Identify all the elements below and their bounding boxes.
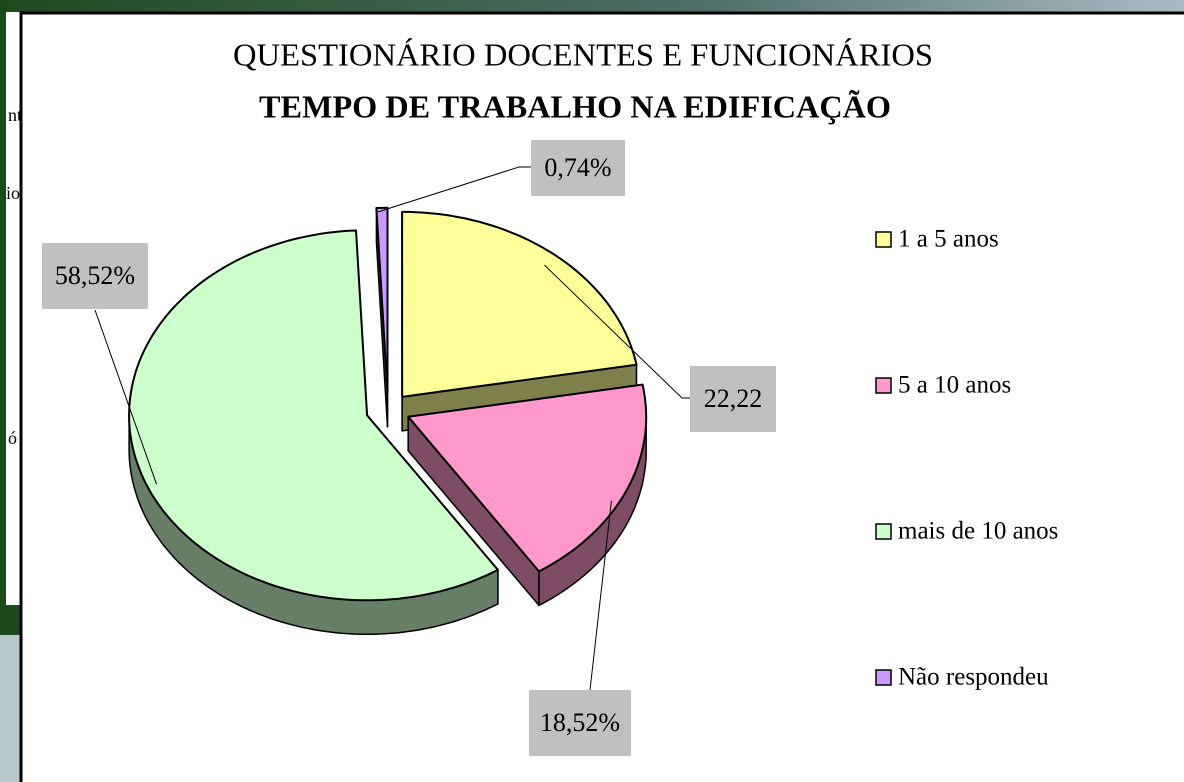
- pie-slice-top: [128, 229, 499, 602]
- background-texture: [0, 605, 22, 782]
- legend-label: mais de 10 anos: [898, 518, 1058, 545]
- legend-swatch: [875, 523, 892, 540]
- data-label: 0,74%: [544, 153, 611, 182]
- legend-label: 5 a 10 anos: [898, 372, 1011, 399]
- data-label-box: [531, 140, 625, 196]
- window-frame-corner: [0, 605, 22, 635]
- data-label-box: [690, 366, 776, 432]
- data-label: 58,52%: [55, 261, 135, 290]
- pie-slice: [375, 206, 389, 428]
- leader-line: [589, 500, 612, 691]
- leader-line: [94, 309, 158, 485]
- background-fragment: ó: [8, 428, 17, 448]
- chart-subtitle: TEMPO DE TRABALHO NA EDIFICAÇÃO: [259, 88, 891, 124]
- leader-line: [544, 264, 690, 399]
- data-labels: 22,22 18,52% 58,52% 0,74%: [42, 140, 776, 756]
- window-frame-left: [0, 0, 6, 610]
- chart-title: QUESTIONÁRIO DOCENTES E FUNCIONÁRIOS: [233, 36, 933, 72]
- data-label-box: [529, 690, 631, 756]
- pie-slice-top: [375, 206, 389, 394]
- pie-slice-top: [401, 210, 638, 398]
- pie-slice: [401, 210, 638, 432]
- data-label-box: [42, 243, 148, 309]
- legend-label: Não respondeu: [898, 664, 1049, 691]
- background-fragment: nt: [8, 105, 22, 125]
- data-label: 18,52%: [540, 708, 620, 737]
- legend-label: 1 a 5 anos: [898, 226, 999, 253]
- data-label: 22,22: [704, 384, 763, 413]
- pie: [128, 206, 648, 636]
- pie-slice-top: [407, 383, 648, 573]
- pie-slice: [407, 383, 648, 607]
- window-frame: [0, 0, 1184, 12]
- legend: 1 a 5 anos 5 a 10 anos mais de 10 anos Não …: [875, 226, 1058, 691]
- legend-swatch: [875, 231, 892, 248]
- legend-swatch: [875, 377, 892, 394]
- pie-slice: [128, 229, 499, 636]
- legend-swatch: [875, 669, 892, 686]
- background-fragment: io: [6, 183, 20, 203]
- leader-line: [377, 166, 531, 213]
